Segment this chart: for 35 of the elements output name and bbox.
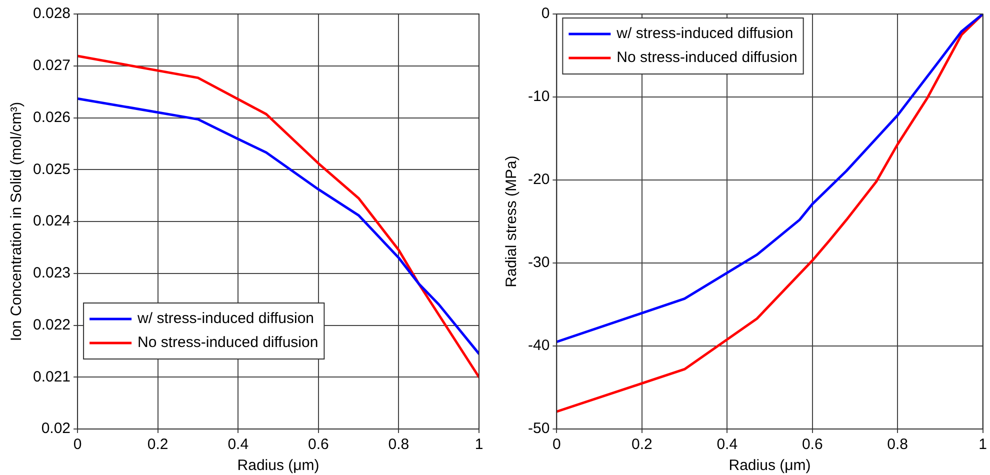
legend-label: w/ stress-induced diffusion [616, 25, 794, 42]
y-tick-label: -30 [528, 254, 550, 272]
y-tick-label: -20 [528, 171, 550, 188]
y-tick-label: 0.024 [32, 212, 71, 230]
x-tick-label: 1 [474, 436, 484, 454]
x-tick-label: 0.4 [716, 436, 738, 454]
x-tick-label: 0.4 [228, 436, 249, 454]
y-tick-label: 0.02 [41, 420, 71, 438]
legend-label: No stress-induced diffusion [616, 49, 798, 66]
y-tick-label: 0.026 [32, 108, 71, 126]
y-tick-label: 0.025 [32, 160, 71, 178]
y-tick-label: -50 [528, 420, 550, 438]
y-axis-title: Radial stress (MPa) [503, 156, 520, 288]
y-tick-label: -10 [528, 88, 550, 106]
y-tick-label: 0.023 [32, 264, 71, 282]
legend-label: No stress-induced diffusion [138, 334, 318, 352]
y-tick-label: 0.027 [32, 57, 71, 74]
y-tick-label: 0 [541, 5, 550, 22]
legend-label: w/ stress-induced diffusion [136, 310, 314, 328]
x-tick-label: 0.8 [388, 436, 410, 454]
x-tick-label: 0.6 [308, 436, 329, 454]
x-tick-label: 0.2 [631, 436, 652, 454]
y-tick-label: 0.028 [32, 5, 71, 22]
y-tick-label: 0.022 [32, 316, 71, 334]
x-tick-label: 0.8 [887, 436, 908, 454]
y-axis-title: Ion Concentration in Solid (mol/cm³) [8, 102, 26, 342]
x-tick-label: 0.2 [147, 436, 168, 454]
x-tick-label: 1 [978, 436, 987, 454]
x-axis-title: Radius (μm) [237, 457, 320, 474]
y-tick-label: -40 [528, 337, 550, 354]
x-tick-label: 0 [73, 436, 82, 454]
y-tick-label: 0.021 [32, 368, 71, 386]
x-tick-label: 0 [552, 436, 561, 454]
x-axis-title: Radius (μm) [728, 457, 811, 474]
x-tick-label: 0.6 [802, 436, 823, 454]
